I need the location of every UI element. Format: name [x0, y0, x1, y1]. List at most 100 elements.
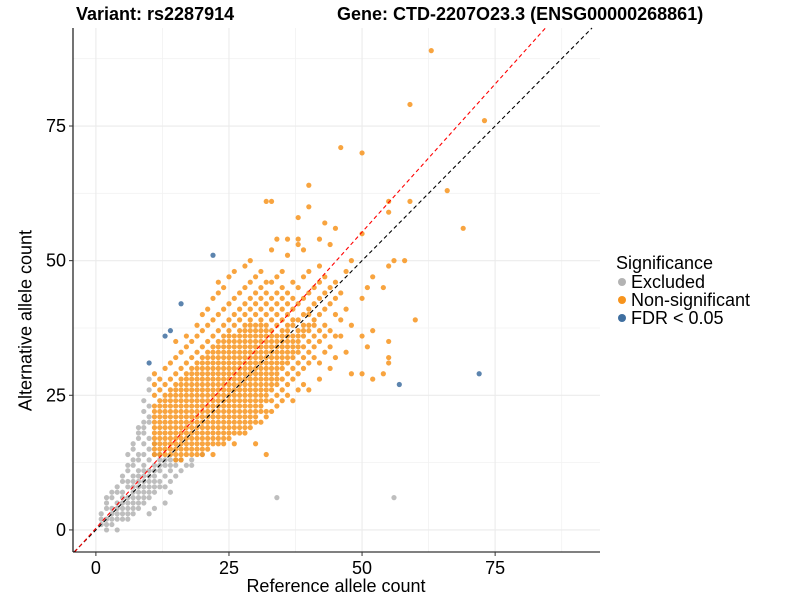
point-non-significant — [306, 349, 312, 355]
point-non-significant — [295, 284, 301, 291]
point-non-significant — [205, 398, 211, 404]
point-excluded — [141, 468, 147, 474]
point-non-significant — [205, 306, 211, 312]
point-non-significant — [263, 392, 269, 398]
point-non-significant — [332, 295, 339, 301]
point-non-significant — [263, 349, 269, 355]
point-non-significant — [237, 344, 243, 350]
point-non-significant — [205, 392, 211, 398]
point-non-significant — [194, 387, 200, 393]
point-non-significant — [290, 279, 296, 285]
point-non-significant — [290, 349, 296, 355]
point-non-significant — [290, 338, 296, 345]
legend-dot-fdr — [618, 314, 626, 322]
point-non-significant — [215, 398, 221, 404]
point-non-significant — [205, 441, 211, 447]
point-non-significant — [194, 360, 200, 366]
point-non-significant — [210, 295, 216, 301]
point-non-significant — [237, 290, 243, 296]
point-non-significant — [226, 354, 232, 361]
point-non-significant — [258, 354, 264, 361]
point-non-significant — [247, 408, 253, 415]
point-non-significant — [226, 435, 232, 441]
point-non-significant — [194, 419, 200, 425]
point-excluded — [141, 398, 147, 404]
point-non-significant — [210, 365, 216, 371]
point-non-significant — [205, 360, 211, 366]
point-non-significant — [226, 301, 232, 307]
point-non-significant — [268, 198, 275, 205]
point-non-significant — [162, 424, 168, 431]
point-non-significant — [348, 322, 355, 328]
point-non-significant — [242, 381, 248, 388]
point-excluded — [167, 462, 174, 468]
point-non-significant — [290, 333, 296, 339]
point-excluded — [141, 430, 147, 436]
point-non-significant — [268, 381, 275, 388]
point-non-significant — [332, 311, 339, 318]
legend-item-non-significant: Non-significant — [616, 291, 750, 309]
point-non-significant — [247, 398, 253, 404]
point-excluded — [146, 376, 152, 382]
point-non-significant — [157, 398, 163, 404]
point-non-significant — [237, 354, 243, 361]
legend-dot-non-significant — [618, 296, 626, 304]
point-non-significant — [183, 451, 189, 458]
point-non-significant — [199, 381, 205, 388]
point-excluded — [146, 478, 152, 485]
point-non-significant — [194, 333, 200, 339]
point-non-significant — [167, 441, 174, 447]
point-non-significant — [279, 398, 285, 404]
point-excluded — [157, 484, 163, 490]
point-non-significant — [290, 322, 296, 328]
point-non-significant — [173, 457, 179, 463]
grid — [73, 28, 600, 552]
point-non-significant — [151, 435, 158, 441]
point-non-significant — [263, 398, 269, 404]
point-non-significant — [247, 317, 253, 323]
point-non-significant — [183, 381, 189, 388]
point-non-significant — [247, 344, 253, 350]
point-excluded — [130, 505, 136, 511]
point-non-significant — [268, 360, 275, 366]
point-non-significant — [226, 338, 232, 345]
point-non-significant — [215, 360, 221, 366]
point-non-significant — [279, 387, 285, 393]
point-non-significant — [183, 430, 189, 436]
point-non-significant — [306, 360, 312, 366]
point-non-significant — [274, 365, 280, 371]
point-non-significant — [178, 387, 184, 393]
point-non-significant — [189, 338, 195, 345]
point-non-significant — [268, 376, 275, 382]
point-non-significant — [178, 446, 184, 452]
point-excluded — [109, 516, 115, 522]
point-non-significant — [242, 430, 248, 436]
point-non-significant — [258, 317, 264, 323]
point-excluded — [130, 511, 136, 517]
point-non-significant — [300, 247, 307, 253]
point-excluded — [109, 495, 115, 501]
legend-dot-excluded — [618, 278, 626, 286]
point-excluded — [151, 505, 158, 511]
point-non-significant — [316, 279, 323, 285]
point-non-significant — [183, 333, 189, 339]
point-non-significant — [306, 328, 312, 334]
point-non-significant — [178, 414, 184, 420]
point-excluded — [130, 495, 136, 501]
point-non-significant — [237, 430, 243, 436]
point-non-significant — [189, 398, 195, 404]
point-non-significant — [231, 333, 237, 339]
point-non-significant — [210, 414, 216, 420]
point-excluded — [141, 424, 147, 431]
point-non-significant — [322, 333, 328, 339]
point-non-significant — [226, 328, 232, 334]
point-non-significant — [290, 365, 296, 371]
point-non-significant — [252, 376, 259, 382]
point-non-significant — [151, 414, 158, 420]
point-non-significant — [359, 333, 365, 339]
point-non-significant — [167, 414, 174, 420]
point-excluded — [135, 489, 142, 495]
point-non-significant — [295, 241, 301, 248]
point-excluded — [119, 511, 126, 517]
point-non-significant — [258, 295, 264, 301]
